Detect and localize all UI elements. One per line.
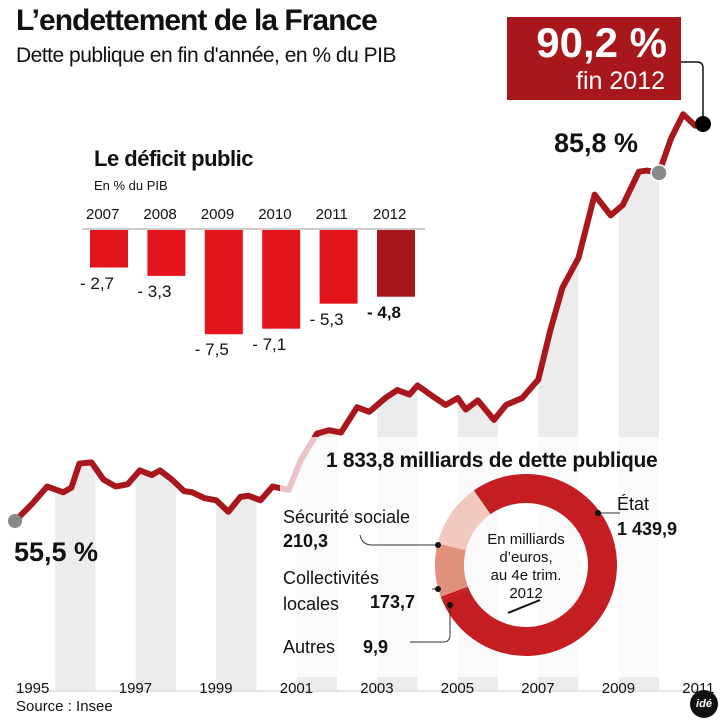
point-1995 (8, 514, 22, 528)
annotation-1995: 55,5 % (14, 537, 99, 567)
donut-slice (437, 490, 491, 551)
center-line: 2012 (509, 585, 543, 602)
deficit-bar (204, 230, 243, 335)
deficit-value-label: - 7,5 (194, 340, 229, 360)
deficit-year-label: 2011 (315, 206, 348, 223)
deficit-title: Le déficit public (94, 146, 253, 171)
x-axis-line (15, 690, 705, 692)
deficit-bar (262, 230, 301, 329)
debt-line (12, 111, 703, 524)
x-tick-label: 2007 (521, 680, 555, 697)
callout-line (681, 61, 704, 123)
autres-separator (507, 599, 541, 614)
x-tick-label: 2001 (279, 680, 314, 697)
leader-line (410, 605, 451, 643)
donut-slice (435, 543, 468, 597)
leader-dot (435, 586, 441, 592)
x-tick-label: 2005 (440, 680, 475, 697)
x-tick-label: 1997 (118, 680, 153, 697)
donut-slice (440, 586, 469, 600)
legend-autres-name: Autres (283, 637, 336, 657)
deficit-bar (319, 230, 358, 304)
leader-line (359, 534, 438, 546)
center-line: En milliards (487, 531, 565, 548)
deficit-value-label: - 2,7 (80, 273, 115, 293)
publisher-logo: idé (690, 690, 718, 718)
deficit-subtitle: En % du PIB (94, 178, 168, 193)
point-2012 (695, 116, 711, 132)
deficit-year-label: 2012 (373, 206, 407, 223)
legend-secu-value: 210,3 (283, 531, 329, 551)
highlight-label: fin 2012 (576, 67, 665, 95)
leader-dot (447, 602, 453, 608)
legend-autres-value: 9,9 (363, 637, 389, 657)
legend-coll-value: 173,7 (370, 592, 416, 612)
deficit-value-label: - 5,3 (309, 309, 344, 329)
deficit-bar (90, 230, 128, 268)
highlight-value: 90,2 % (536, 19, 667, 66)
deficit-value-label: - 3,3 (137, 281, 172, 301)
center-line: d’euros, (499, 549, 553, 566)
x-tick-label: 1999 (199, 680, 233, 697)
x-tick-label: 2003 (360, 680, 394, 697)
legend-secu-name: Sécurité sociale (283, 507, 411, 527)
year-stripe (55, 114, 96, 690)
source: Source : Insee (16, 698, 113, 715)
year-stripe (135, 114, 176, 690)
page-title: L’endettement de la France (16, 4, 378, 37)
deficit-value-label: - 4,8 (367, 302, 402, 322)
annotation-2011: 85,8 % (554, 128, 639, 158)
legend-coll-name-1: Collectivités (283, 568, 380, 588)
legend-coll-name-2: locales (283, 594, 340, 614)
deficit-year-label: 2007 (86, 206, 120, 223)
legend-etat-value: 1 439,9 (617, 519, 678, 539)
point-2011 (650, 164, 668, 182)
donut-slice (441, 473, 618, 657)
page-subtitle: Dette publique en fin d'année, en % du P… (16, 44, 396, 67)
leader-dot (435, 542, 441, 548)
leader-dot (595, 510, 601, 516)
legend-etat-name: État (617, 494, 650, 514)
deficit-year-label: 2009 (200, 206, 235, 223)
x-tick-label: 1995 (16, 680, 50, 697)
x-tick-label: 2009 (601, 680, 636, 697)
deficit-bar (377, 230, 415, 297)
donut-center-text: En milliards d’euros, au 4e trim. 2012 (466, 531, 586, 603)
deficit-year-label: 2010 (258, 206, 292, 223)
center-line: au 4e trim. (490, 567, 562, 584)
deficit-bar (147, 230, 186, 276)
highlight-box: 90,2 % fin 2012 (507, 17, 681, 100)
donut-title: 1 833,8 milliards de dette publique (326, 449, 658, 472)
deficit-value-label: - 7,1 (252, 334, 287, 354)
deficit-year-label: 2008 (143, 206, 177, 223)
